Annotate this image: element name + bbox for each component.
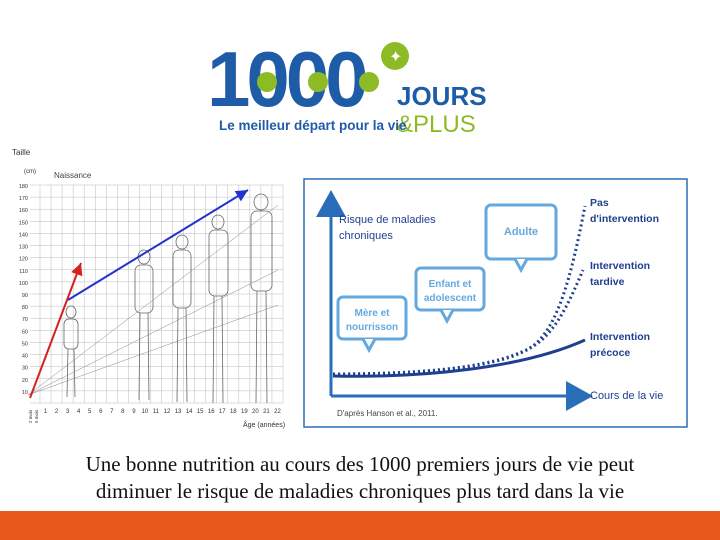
risk-ylabel-line1: Risque de maladies <box>339 214 436 226</box>
y-tick-label: 130 <box>19 245 28 251</box>
x-tick-label: 19 <box>241 409 248 415</box>
x-tick-label: 12 <box>164 409 171 415</box>
x-tick-label: 2 <box>55 409 59 415</box>
bubble-mother-infant: Mère et nourrisson <box>336 295 408 354</box>
brand-logo: 1000 ✦ JOURS &PLUS Le meilleur départ po… <box>207 35 487 138</box>
bubble-child-teen: Enfant et adolescent <box>414 266 486 325</box>
y-tick-label: 90 <box>22 293 28 299</box>
body-silhouettes <box>63 193 273 404</box>
y-tick-label: 80 <box>22 305 28 311</box>
x-tick-label: 18 <box>230 409 237 415</box>
logo-number: 1000 <box>207 35 370 123</box>
x-tick-label-months: 5 mois <box>34 409 39 423</box>
x-tick-label: 21 <box>263 409 270 415</box>
bubble-1-line2: nourrisson <box>346 322 398 333</box>
curve-1-line2: d'intervention <box>590 213 659 225</box>
x-tick-label: 15 <box>197 409 204 415</box>
x-tick-label: 4 <box>77 409 81 415</box>
y-tick-label: 180 <box>19 184 28 190</box>
y-tick-label: 10 <box>22 390 28 396</box>
x-tick-label: 17 <box>219 409 226 415</box>
y-tick-label: 100 <box>19 281 28 287</box>
caption-line-2: diminuer le risque de maladies chronique… <box>95 479 625 503</box>
x-tick-label: 14 <box>186 409 193 415</box>
svg-text:1000: 1000 <box>207 35 366 123</box>
svg-text:✦: ✦ <box>389 47 402 66</box>
y-tick-label: 40 <box>22 354 28 360</box>
curve-2-line1: Intervention <box>590 260 650 272</box>
bubble-2-line2: adolescent <box>424 293 477 304</box>
logo-word-jours: JOURS <box>397 81 487 111</box>
y-tick-label: 140 <box>19 232 28 238</box>
curve-3-line1: Intervention <box>590 331 650 343</box>
caption-line-1: Une bonne nutrition au cours des 1000 pr… <box>85 452 635 476</box>
risk-ylabel-line2: chroniques <box>339 230 393 242</box>
bubble-2-line1: Enfant et <box>429 279 472 290</box>
x-tick-label: 22 <box>274 409 281 415</box>
growth-chart: Taille (cm) Naissance 180170160150140130… <box>12 148 285 429</box>
x-tick-label: 20 <box>252 409 259 415</box>
y-tick-label: 160 <box>19 208 28 214</box>
y-tick-label: 70 <box>22 317 28 323</box>
y-tick-label: 110 <box>19 269 28 275</box>
y-tick-label: 170 <box>19 196 28 202</box>
bubble-3-line1: Adulte <box>504 226 538 238</box>
y-tick-label: 60 <box>22 329 28 335</box>
risk-source: D'après Hanson et al., 2011. <box>337 409 438 418</box>
risk-xlabel: Cours de la vie <box>590 390 663 402</box>
child-icon <box>359 72 379 92</box>
y-tick-label: 30 <box>22 366 28 372</box>
accent-bar <box>0 511 720 540</box>
star-badge-icon <box>381 42 409 70</box>
x-tick-label: 6 <box>99 409 103 415</box>
baby-icon <box>257 72 277 92</box>
blue-arrow <box>67 189 249 301</box>
birth-label: Naissance <box>54 171 92 180</box>
y-tick-label: 150 <box>19 220 28 226</box>
x-tick-label: 11 <box>153 409 160 415</box>
x-tick-label: 7 <box>110 409 114 415</box>
x-tick-label: 5 <box>88 409 92 415</box>
x-tick-label-months: 2 mois <box>28 409 33 423</box>
curve-late-intervention <box>332 269 585 376</box>
curve-early-intervention <box>332 338 586 378</box>
toddler-icon <box>308 72 328 92</box>
bubble-adult: Adulte <box>484 203 558 274</box>
logo-word-plus: &PLUS <box>397 111 476 138</box>
curve-1-line1: Pas <box>590 197 609 209</box>
bubble-1-line1: Mère et <box>354 308 390 319</box>
red-arrow <box>29 262 83 399</box>
x-tick-label: 9 <box>132 409 136 415</box>
x-tick-label: 16 <box>208 409 215 415</box>
curve-2-line2: tardive <box>590 276 625 288</box>
growth-xlabel: Âge (années) <box>243 420 285 429</box>
growth-ylabel: Taille <box>12 148 31 157</box>
logo-tagline: Le meilleur départ pour la vie <box>219 118 407 133</box>
curve-3-line2: précoce <box>590 347 630 359</box>
x-tick-label: 3 <box>66 409 70 415</box>
growth-yticks: 180 170 160 150 140 130 120 110 100 90 80 70 60 50 40 3… <box>19 184 28 396</box>
y-tick-label: 50 <box>22 341 28 347</box>
x-tick-label: 8 <box>121 409 125 415</box>
x-tick-label: 1 <box>44 409 48 415</box>
x-tick-label: 10 <box>142 409 149 415</box>
proportion-lines <box>27 204 279 396</box>
growth-xticks: 1 2 3 4 5 6 7 8 9 10 11 12 13 14 15 16 17 18 19 20 21 222 moi… <box>28 409 281 423</box>
growth-yunit: (cm) <box>24 169 36 175</box>
risk-chart: Risque de maladies chroniques Cours de l… <box>303 178 688 428</box>
curve-no-intervention <box>332 205 587 376</box>
y-tick-label: 20 <box>22 378 28 384</box>
y-tick-label: 120 <box>19 257 28 263</box>
x-tick-label: 13 <box>175 409 182 415</box>
